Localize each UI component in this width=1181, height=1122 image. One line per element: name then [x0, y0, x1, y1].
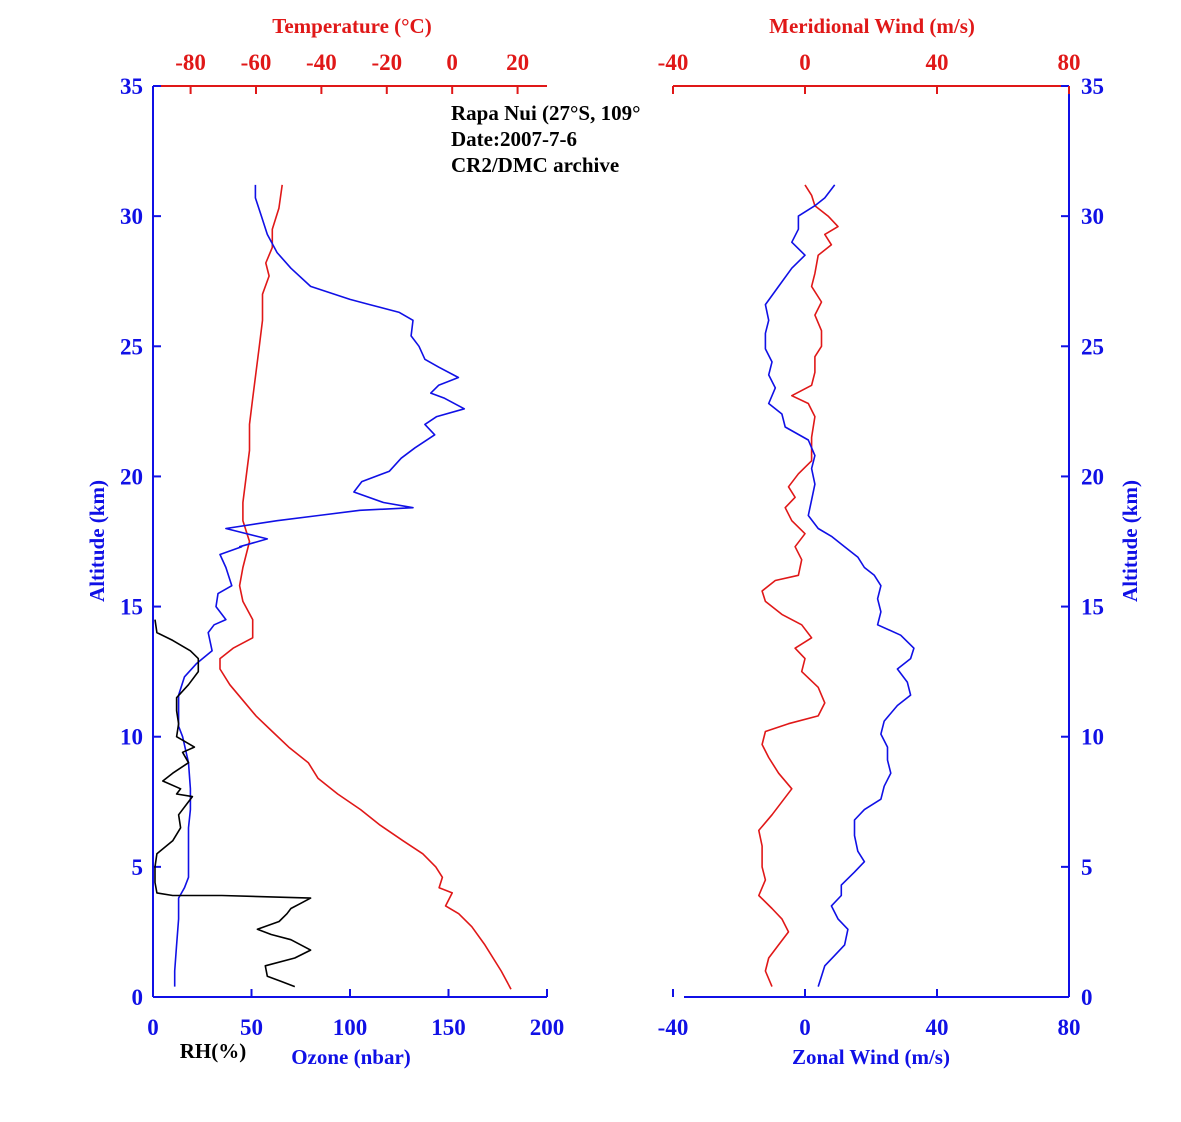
ozone-axis-label: Ozone (nbar) [291, 1045, 411, 1069]
ozone-ticks: 0 50 100 150 200 [147, 989, 564, 1040]
left-altitude-tick-label: 20 [120, 464, 143, 489]
left-series-group [154, 184, 512, 990]
left-top-tick-label: 0 [446, 50, 458, 75]
left-altitude-ticks: 0 5 10 15 20 25 30 35 [120, 74, 161, 1010]
right-panel: 0 5 10 15 20 25 30 35 -40 0 40 80 -40 0 40 80 Meridio… [658, 14, 1142, 1069]
right-bottom-tick-label: 80 [1058, 1015, 1081, 1040]
right-altitude-label: Altitude (km) [1118, 480, 1142, 602]
meridional-wind-m-s-series-line [758, 184, 839, 987]
temperature-ticks: -80 -60 -40 -20 0 20 [175, 50, 529, 94]
left-bottom-tick-label: 200 [530, 1015, 565, 1040]
station-annotation-line-1: Rapa Nui (27°S, 109° [451, 101, 641, 125]
right-bottom-tick-label: 0 [799, 1015, 811, 1040]
zonal-wind-m-s-series-line [764, 184, 915, 987]
right-top-tick-label: 0 [799, 50, 811, 75]
left-top-tick-label: -80 [175, 50, 206, 75]
left-bottom-tick-label: 100 [333, 1015, 368, 1040]
left-bottom-tick-label: 0 [147, 1015, 159, 1040]
meridional-wind-axis-label: Meridional Wind (m/s) [769, 14, 975, 38]
left-top-tick-label: 20 [506, 50, 529, 75]
left-panel: 0 5 10 15 20 25 30 35 -80 -60 -40 -20 0 20 0 50 100 150… [85, 14, 641, 1069]
right-altitude-ticks: 0 5 10 15 20 25 30 35 [1061, 74, 1104, 1010]
right-series-group [758, 184, 915, 987]
meridional-wind-ticks: -40 0 40 80 [658, 50, 1081, 94]
zonal-wind-ticks: -40 0 40 80 [658, 989, 1081, 1040]
right-top-tick-label: 40 [926, 50, 949, 75]
left-top-tick-label: -20 [371, 50, 402, 75]
right-bottom-tick-label: -40 [658, 1015, 689, 1040]
right-top-tick-label: 80 [1058, 50, 1081, 75]
rh-axis-label: RH(%) [180, 1039, 247, 1063]
right-top-tick-label: -40 [658, 50, 689, 75]
right-bottom-tick-label: 40 [926, 1015, 949, 1040]
left-altitude-label: Altitude (km) [85, 480, 109, 602]
right-altitude-tick-label: 30 [1081, 204, 1104, 229]
left-top-tick-label: -40 [306, 50, 337, 75]
left-altitude-tick-label: 25 [120, 334, 143, 359]
right-altitude-tick-label: 35 [1081, 74, 1104, 99]
right-altitude-tick-label: 25 [1081, 334, 1104, 359]
left-top-tick-label: -60 [241, 50, 272, 75]
right-altitude-tick-label: 5 [1081, 855, 1093, 880]
date-annotation-line-2: Date:2007-7-6 [451, 127, 577, 151]
right-altitude-tick-label: 20 [1081, 464, 1104, 489]
zonal-wind-axis-label: Zonal Wind (m/s) [792, 1045, 950, 1069]
ozone-nbar-series-line [173, 184, 466, 987]
left-altitude-tick-label: 5 [132, 855, 144, 880]
right-altitude-tick-label: 0 [1081, 985, 1093, 1010]
left-altitude-tick-label: 10 [120, 725, 143, 750]
left-bottom-tick-label: 150 [431, 1015, 466, 1040]
left-altitude-tick-label: 35 [120, 74, 143, 99]
right-altitude-tick-label: 10 [1081, 725, 1104, 750]
left-bottom-tick-label: 50 [240, 1015, 263, 1040]
rh-series-line [154, 619, 312, 988]
left-altitude-tick-label: 15 [120, 595, 143, 620]
temperature-c-series-line [219, 184, 512, 990]
archive-annotation-line-3: CR2/DMC archive [451, 153, 619, 177]
left-altitude-tick-label: 0 [132, 985, 144, 1010]
temperature-axis-label: Temperature (°C) [272, 14, 431, 38]
right-altitude-tick-label: 15 [1081, 595, 1104, 620]
left-altitude-tick-label: 30 [120, 204, 143, 229]
